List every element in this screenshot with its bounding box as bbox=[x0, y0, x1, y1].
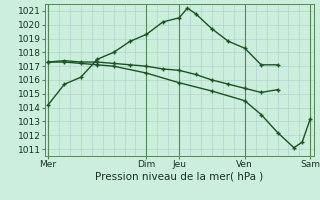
X-axis label: Pression niveau de la mer( hPa ): Pression niveau de la mer( hPa ) bbox=[95, 172, 263, 182]
